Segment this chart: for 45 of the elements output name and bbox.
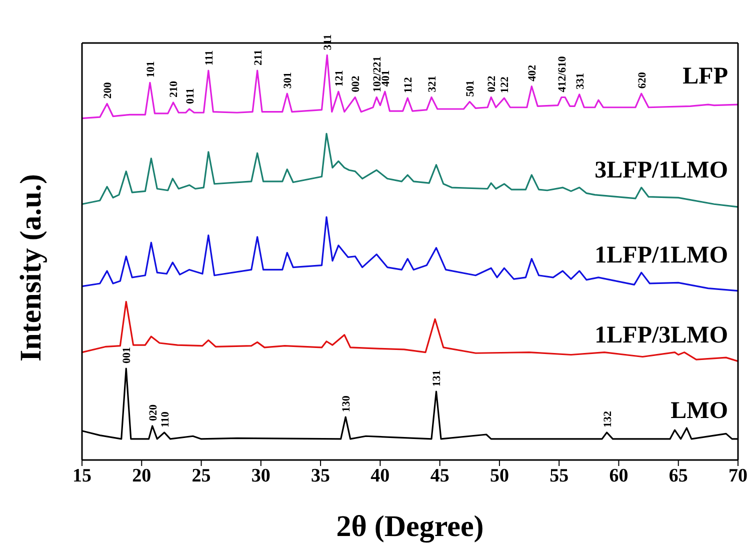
- annotation: 110: [159, 411, 172, 428]
- annotation: 311: [322, 34, 334, 50]
- annotation: 131: [431, 370, 444, 387]
- series-label: LMO: [670, 398, 728, 424]
- x-tick-label: 65: [668, 465, 688, 486]
- x-tick-label: 60: [609, 465, 628, 486]
- x-tick-label: 55: [550, 465, 569, 486]
- x-tick-label: 20: [132, 465, 152, 486]
- annotation: 121: [333, 70, 346, 87]
- annotation: 001: [121, 347, 134, 364]
- annotation: 200: [102, 82, 114, 99]
- annotation: 011: [184, 88, 196, 104]
- annotation: 501: [464, 80, 477, 97]
- annotation: 111: [203, 50, 216, 66]
- annotation: 112: [402, 76, 415, 94]
- annotation: 412/610: [556, 56, 568, 92]
- annotation: 132: [602, 410, 614, 428]
- annotation: 331: [574, 72, 586, 90]
- annotation: 301: [282, 72, 294, 89]
- x-tick-label: 70: [728, 465, 748, 486]
- series-label: 3LFP/1LMO: [594, 158, 728, 184]
- annotation: 020: [147, 404, 160, 421]
- annotation: 402: [526, 64, 539, 82]
- x-tick-label: 40: [370, 465, 390, 486]
- x-tick-label: 50: [490, 465, 509, 486]
- series-label: 1LFP/3LMO: [594, 322, 728, 348]
- x-axis-title: 2θ (Degree): [336, 510, 484, 543]
- annotation: 211: [252, 50, 264, 66]
- x-tick-label: 15: [72, 465, 92, 486]
- annotation: 210: [168, 80, 180, 98]
- annotation: 620: [636, 72, 648, 89]
- x-tick-label: 45: [430, 465, 450, 486]
- x-tick-label: 25: [192, 465, 211, 486]
- annotation: 122: [499, 76, 512, 94]
- annotation: 022: [486, 75, 498, 92]
- annotation: 002: [350, 75, 362, 92]
- series-label: LFP: [682, 64, 728, 90]
- x-tick-label: 30: [251, 465, 270, 486]
- annotation: 401: [380, 70, 392, 87]
- annotation: 321: [426, 76, 438, 92]
- annotation: 130: [340, 395, 353, 412]
- y-axis-title: Intensity (a.u.): [14, 174, 48, 362]
- annotation: 101: [144, 61, 157, 78]
- x-tick-label: 35: [311, 465, 330, 486]
- series-label: 1LFP/1LMO: [594, 242, 728, 269]
